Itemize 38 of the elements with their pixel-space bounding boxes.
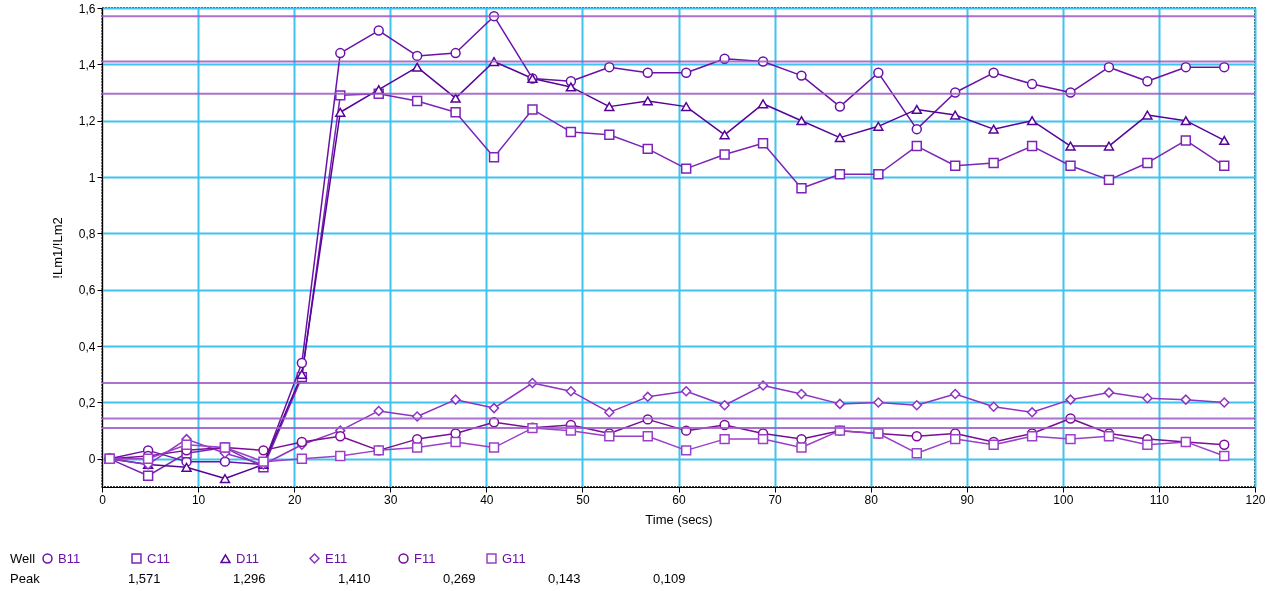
legend-label: F11 xyxy=(414,550,436,566)
text: 1,296 xyxy=(233,571,266,586)
text: 0,109 xyxy=(653,571,686,586)
y-tick-label: 0,6 xyxy=(78,283,96,298)
x-tick-label: 50 xyxy=(576,492,590,507)
x-tick-label: 20 xyxy=(287,492,302,507)
y-tick-label: 1 xyxy=(88,170,96,185)
legend-title: Well xyxy=(10,551,36,566)
y-axis-title: !Lm1/!Lm2 xyxy=(49,217,65,279)
text: 0,143 xyxy=(548,571,581,586)
y-tick-label: 1,2 xyxy=(78,114,96,129)
y-tick-label: 1,4 xyxy=(78,57,96,72)
legend-label: G11 xyxy=(502,550,526,566)
x-axis-title: Time (secs) xyxy=(645,511,713,527)
text: Peak xyxy=(10,571,40,586)
legend-label: C11 xyxy=(147,550,170,566)
y-tick-label: 1,6 xyxy=(78,1,96,16)
x-tick-label: 0 xyxy=(99,492,107,507)
legend-label: D11 xyxy=(236,550,259,566)
y-tick-label: 0,8 xyxy=(78,226,96,241)
x-tick-label: 80 xyxy=(864,492,879,507)
y-tick-label: 0 xyxy=(88,452,96,467)
x-tick-label: 10 xyxy=(191,492,206,507)
x-tick-label: 120 xyxy=(1245,492,1266,507)
x-tick-label: 60 xyxy=(672,492,686,507)
legend-label: B11 xyxy=(58,550,81,566)
x-tick-label: 110 xyxy=(1149,492,1170,507)
legend-label: E11 xyxy=(325,550,348,566)
x-tick-label: 30 xyxy=(384,492,398,507)
x-tick-label: 100 xyxy=(1053,492,1074,507)
x-tick-label: 40 xyxy=(480,492,494,507)
text: 1,571 xyxy=(128,571,161,586)
y-tick-label: 0,4 xyxy=(78,339,96,354)
text: 0,269 xyxy=(443,571,476,586)
x-tick-label: 90 xyxy=(960,492,975,507)
x-tick-label: 70 xyxy=(768,492,783,507)
y-tick-label: 0,2 xyxy=(78,395,96,410)
text: 1,410 xyxy=(338,571,371,586)
